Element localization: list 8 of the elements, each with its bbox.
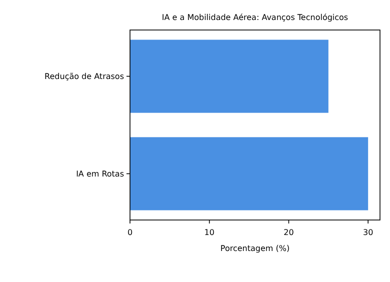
y-tick-label: IA em Rotas [76,170,124,179]
x-tick-label: 20 [284,228,294,237]
x-tick-label: 10 [204,228,214,237]
x-tick-label: 0 [127,228,133,237]
x-tick-label: 30 [363,228,374,237]
y-tick-label: Redução de Atrasos [44,72,124,82]
x-axis-title: Porcentagem (%) [220,244,290,253]
chart-title: IA e a Mobilidade Aérea: Avanços Tecnológicos [162,13,348,22]
